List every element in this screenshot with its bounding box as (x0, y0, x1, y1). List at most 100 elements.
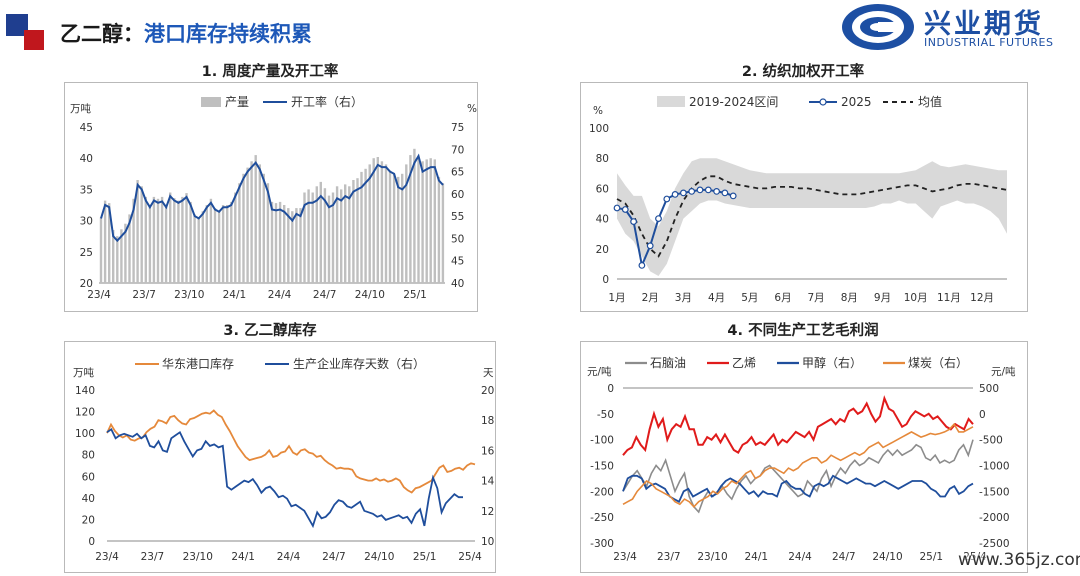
chart4-line-naphtha (622, 439, 974, 514)
chart1-bar (372, 158, 375, 283)
chart3-y-right-tick: 12 (481, 506, 494, 518)
chart1-bar (112, 230, 115, 283)
chart3-legend-label: 华东港口库存 (162, 356, 234, 371)
chart2-point-2025 (621, 206, 629, 213)
chart1-title: 1. 周度产量及开工率 (201, 64, 339, 80)
chart1-bar (348, 186, 351, 283)
logo-text-cn: 兴业期货 (924, 9, 1044, 40)
chart1-legend-label: 开工率（右） (291, 94, 363, 109)
chart3-y-left-tick: 20 (82, 514, 95, 526)
chart1-bar (413, 148, 416, 283)
chart1-bar (425, 159, 428, 283)
chart4-y-left-tick: -300 (590, 538, 614, 550)
logo-text-en: INDUSTRIAL FUTURES (924, 36, 1054, 49)
chart3-y-right-tick: 16 (481, 445, 495, 457)
chart1-y-left-tick: 25 (80, 247, 93, 259)
chart2-x-tick: 1月 (608, 292, 625, 304)
chart1-y-right-tick: 65 (451, 167, 464, 179)
chart4-x-tick: 23/7 (657, 551, 681, 563)
chart2-point-2025 (655, 215, 662, 223)
chart3-y-left-tick: 80 (82, 450, 95, 462)
chart1-x-tick: 24/7 (313, 289, 337, 301)
chart1-bar (335, 186, 339, 283)
chart1-bar (270, 201, 274, 283)
chart2-x-tick: 11月 (937, 292, 961, 304)
chart2-y-tick: 20 (596, 244, 609, 256)
chart4-y-left-tick: 0 (607, 383, 614, 395)
chart1-x-tick: 23/7 (132, 289, 156, 301)
chart1-bar (376, 157, 379, 283)
chart4-legend-label: 煤炭（右） (908, 355, 968, 370)
chart2-x-tick: 6月 (774, 292, 791, 304)
chart1-bar (136, 180, 139, 283)
chart3-svg: 万吨 天 0 20 40 60 80 100 120 140 10 12 14 16 18 20 23/4 23/… (73, 356, 495, 563)
chart3-y-left-tick: 120 (75, 407, 95, 419)
chart1-x-tick: 24/4 (268, 289, 292, 301)
chart1-bar (327, 195, 331, 283)
chart2-y-tick: 100 (589, 123, 609, 135)
chart1-bar (299, 208, 302, 283)
chart1-bar (197, 217, 200, 283)
chart3-x-tick: 23/7 (141, 551, 165, 563)
chart2-x-tick: 7月 (808, 292, 825, 304)
chart2-legend-swatch-band (657, 96, 685, 107)
chart2-line-mean (616, 175, 1008, 258)
chart4-y-left-tick: -50 (597, 409, 614, 421)
chart1-bar (116, 236, 119, 283)
chart2-title: 2. 纺织加权开工率 (741, 64, 865, 80)
chart1-bar (238, 183, 241, 283)
chart4-y-right-tick: -2000 (979, 512, 1010, 524)
chart2-point-2025 (630, 218, 637, 226)
chart4-panel: 元/吨 元/吨 -300 -250 -200 -150 -100 -50 0 -2500 -2000… (580, 341, 1028, 573)
chart4-y-right-tick: -1500 (979, 486, 1010, 498)
chart3-x-tick: 24/7 (322, 551, 346, 563)
chart2-point-2025 (713, 187, 721, 195)
chart1-bar (205, 205, 208, 283)
chart1-bar (242, 173, 245, 283)
chart1-bar (311, 192, 314, 283)
chart1-bar (213, 208, 217, 283)
chart4-y-right-tick: 0 (979, 409, 986, 421)
chart4-x-tick: 24/7 (832, 551, 856, 563)
chart1-y-right-tick: 60 (451, 189, 464, 201)
chart2-legend-label: 2019-2024区间 (689, 95, 778, 109)
chart1-bar (360, 171, 363, 283)
chart1-bar (144, 196, 147, 283)
chart1-bar (164, 205, 168, 283)
page-title: 乙二醇：港口库存持续积累 (60, 18, 312, 48)
chart3-y-right-unit: 天 (483, 367, 494, 379)
chart2-y-tick: 80 (596, 153, 609, 165)
chart1-y-left-unit: 万吨 (70, 102, 91, 115)
chart2-x-tick: 4月 (708, 292, 725, 304)
chart1-bar (266, 183, 270, 283)
chart2-legend-label: 均值 (918, 94, 942, 109)
chart1-bar (132, 198, 135, 283)
watermark: www.365jz.com (958, 550, 1080, 570)
chart1-bar (140, 186, 143, 283)
chart1-bar (193, 214, 196, 283)
chart1-bar (209, 198, 213, 283)
chart3-y-left-tick: 100 (75, 428, 95, 440)
chart1-x-tick: 25/1 (403, 289, 427, 301)
chart1-bar (344, 184, 347, 283)
chart2-x-tick: 3月 (675, 292, 692, 304)
chart1-legend-swatch-bar (201, 97, 221, 107)
chart4-y-left-tick: -100 (590, 435, 614, 447)
chart1-x-tick: 24/10 (355, 289, 385, 301)
page-title-prefix: 乙二醇： (60, 22, 144, 46)
chart4-y-left-tick: -200 (590, 486, 614, 498)
chart4-y-right-tick: -1000 (979, 461, 1010, 473)
chart1-bar (291, 211, 294, 283)
chart1-bar (124, 223, 127, 283)
chart1-bar (417, 157, 420, 283)
chart2-panel: % 0 20 40 60 80 100 1月 2月 3月 4月 5月 6月 7月 8月 9月 10月 11月 12月… (580, 82, 1028, 312)
chart1-bar (189, 201, 192, 283)
chart4-y-right-unit: 元/吨 (991, 365, 1016, 378)
chart2-x-tick: 8月 (841, 292, 858, 304)
chart2-point-2025 (679, 189, 687, 197)
chart2-point-2025 (646, 242, 654, 250)
chart1-y-right-tick: 75 (451, 122, 464, 134)
chart4-legend-label: 乙烯 (732, 356, 756, 370)
chart3-line-port-inventory (106, 409, 476, 494)
logo-emblem-icon (842, 4, 914, 50)
